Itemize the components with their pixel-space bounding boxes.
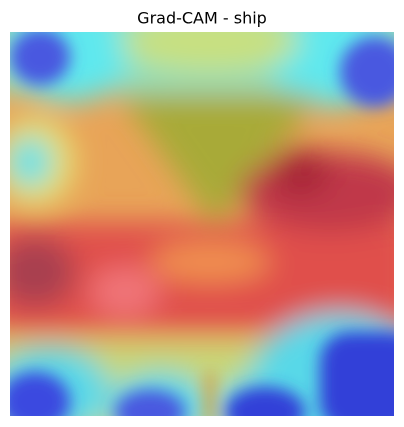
title: Grad-CAM - ship bbox=[137, 9, 267, 28]
